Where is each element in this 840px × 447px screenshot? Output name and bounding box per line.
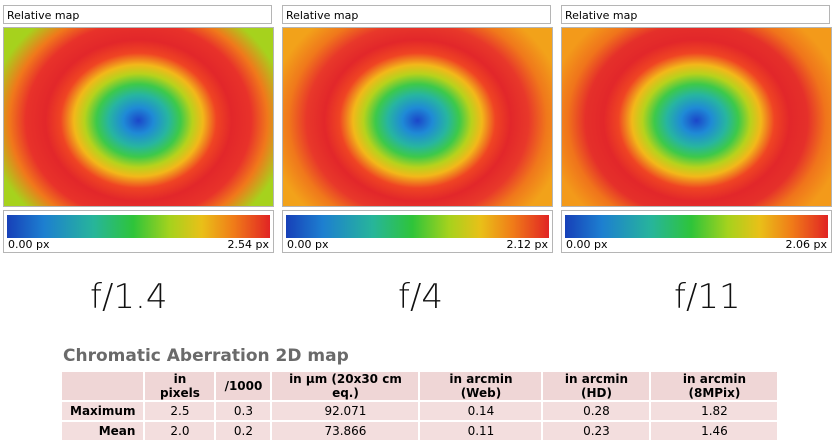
map-panel-f1-4: Relative map 0.00 px 2.54 px <box>3 5 274 253</box>
table-cell: 0.11 <box>420 422 542 440</box>
column-header: in arcmin (8MPix) <box>651 372 778 400</box>
table-cell: 2.0 <box>145 422 215 440</box>
aperture-label-f4: f/4 <box>398 277 444 317</box>
color-scale-bar <box>286 215 549 238</box>
map-panel-f11: Relative map 0.00 px 2.06 px <box>561 5 832 253</box>
scale-max-label: 2.54 px <box>227 238 269 251</box>
color-scale-bar <box>7 215 270 238</box>
column-header <box>62 372 144 400</box>
chromatic-aberration-table: in pixels /1000 in µm (20x30 cm eq.) in … <box>60 370 779 442</box>
column-header: in µm (20x30 cm eq.) <box>272 372 419 400</box>
map-panel-f4: Relative map 0.00 px 2.12 px <box>282 5 553 253</box>
table-cell: 0.3 <box>216 402 271 420</box>
aperture-label-f1-4: f/1.4 <box>90 277 168 317</box>
table-cell: 1.82 <box>651 402 778 420</box>
table-row: Mean 2.0 0.2 73.866 0.11 0.23 1.46 <box>62 422 778 440</box>
relative-map-image <box>282 27 553 207</box>
table-cell: 0.2 <box>216 422 271 440</box>
table-title: Chromatic Aberration 2D map <box>63 346 349 366</box>
table-cell: 2.5 <box>145 402 215 420</box>
table-cell: 0.23 <box>543 422 650 440</box>
column-header: in arcmin (Web) <box>420 372 542 400</box>
panel-title: Relative map <box>3 5 272 24</box>
aperture-label-f11: f/11 <box>674 277 741 317</box>
scale-min-label: 0.00 px <box>566 238 608 251</box>
color-scale: 0.00 px 2.12 px <box>282 210 553 253</box>
row-label: Mean <box>62 422 144 440</box>
relative-map-image <box>3 27 274 207</box>
relative-map-image <box>561 27 832 207</box>
table-cell: 73.866 <box>272 422 419 440</box>
color-scale-bar <box>565 215 828 238</box>
scale-min-label: 0.00 px <box>8 238 50 251</box>
table-row: Maximum 2.5 0.3 92.071 0.14 0.28 1.82 <box>62 402 778 420</box>
column-header: /1000 <box>216 372 271 400</box>
scale-max-label: 2.12 px <box>506 238 548 251</box>
column-header: in arcmin (HD) <box>543 372 650 400</box>
panel-title: Relative map <box>282 5 551 24</box>
scale-max-label: 2.06 px <box>785 238 827 251</box>
table-cell: 0.28 <box>543 402 650 420</box>
column-header: in pixels <box>145 372 215 400</box>
scale-min-label: 0.00 px <box>287 238 329 251</box>
color-scale: 0.00 px 2.06 px <box>561 210 832 253</box>
table-header-row: in pixels /1000 in µm (20x30 cm eq.) in … <box>62 372 778 400</box>
row-label: Maximum <box>62 402 144 420</box>
panel-title: Relative map <box>561 5 830 24</box>
table-cell: 0.14 <box>420 402 542 420</box>
table-cell: 1.46 <box>651 422 778 440</box>
table-cell: 92.071 <box>272 402 419 420</box>
color-scale: 0.00 px 2.54 px <box>3 210 274 253</box>
